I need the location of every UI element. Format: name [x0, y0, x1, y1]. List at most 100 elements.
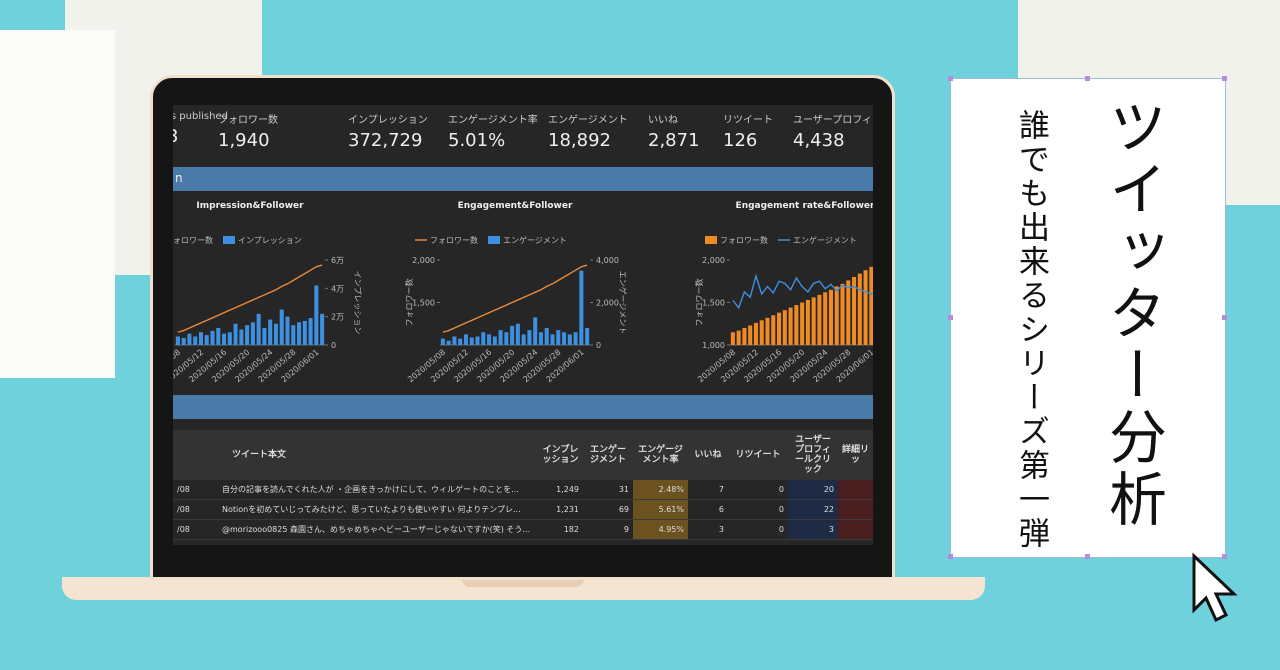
screen: ts published3フォロワー数1,940インプレッション372,729エ…	[173, 105, 873, 545]
tweet-table: ツイート本文 インプレッション エンゲージメント エンゲージメント率 いいね リツイートユ…	[173, 430, 873, 540]
table-cell: 自分の記事を読んでくれた人が ・企画をきっかけにして、ウィルゲートのことを...	[218, 480, 538, 500]
tick-label: 2,000	[702, 256, 725, 265]
kpi-value: 4,438	[793, 130, 845, 151]
bar	[527, 330, 532, 345]
bar	[245, 325, 250, 345]
bar	[250, 322, 255, 345]
bar	[187, 333, 192, 345]
tick-label: 6万	[331, 256, 344, 265]
handle	[948, 315, 953, 320]
handle	[948, 554, 953, 559]
bar	[573, 332, 578, 345]
bar	[204, 335, 209, 345]
table-row: /08 Notionを初めていじってみたけど、思っていたよりも使いやすい 何よりテ…	[173, 499, 873, 520]
header-cell: ユーザープロフィールクリック	[788, 430, 838, 480]
chart-title: Engagement&Follower	[458, 201, 573, 211]
bar	[446, 340, 451, 345]
bar	[239, 329, 244, 345]
tick-label: 1,000	[702, 341, 725, 350]
kpi-value: 1,940	[218, 130, 270, 151]
bar	[579, 270, 584, 345]
bar	[279, 309, 284, 345]
kpi: ts published 3	[173, 111, 228, 147]
legend-label: フォロワー数	[720, 235, 768, 245]
kpi-label: リツイート	[723, 115, 773, 126]
table-cell	[838, 499, 873, 520]
bar	[788, 307, 793, 345]
table-cell: @morizooo0825 森園さん、めちゃめちゃヘビーユーザーじゃないですか(…	[218, 519, 538, 540]
bar	[765, 317, 770, 345]
bar	[817, 294, 822, 345]
line	[177, 264, 323, 333]
bar	[515, 323, 520, 345]
kpi-label: フォロワー数	[218, 115, 278, 126]
table-row: /08 自分の記事を読んでくれた人が ・企画をきっかけにして、ウィルゲートのことを…	[173, 480, 873, 500]
kpi: フォロワー数 1,940	[218, 111, 278, 151]
section-title: n	[175, 171, 183, 185]
legend-label: エンゲージメント	[503, 235, 567, 245]
bar	[852, 277, 857, 345]
table-cell: 1,231	[538, 499, 583, 520]
table-cell: /08	[173, 499, 218, 520]
table-cell: 2.48%	[633, 480, 688, 500]
bar	[463, 334, 468, 345]
table-cell: 1,249	[538, 480, 583, 500]
header-cell: ツイート本文	[218, 430, 538, 480]
table-cell: 7	[688, 480, 728, 500]
bar	[736, 330, 741, 345]
table-cell: 6	[688, 499, 728, 520]
table-cell: /08	[173, 519, 218, 540]
bar	[222, 333, 227, 345]
tick-label: 1,500	[412, 299, 435, 308]
handle	[1222, 315, 1227, 320]
bar	[481, 332, 486, 345]
bar	[268, 319, 273, 345]
bar	[538, 332, 543, 345]
kpi-label: ユーザープロフィ	[793, 115, 872, 126]
bar	[227, 332, 232, 345]
table-cell: 3	[788, 519, 838, 540]
kpi: エンゲージメント 18,892	[548, 111, 628, 151]
bar	[440, 338, 445, 345]
tick-label: 1,500	[702, 299, 725, 308]
header-cell	[173, 430, 218, 480]
bar	[846, 280, 851, 345]
kpi: いいね 2,871	[648, 111, 700, 151]
bar	[210, 330, 215, 345]
tick-label: 2,000	[596, 299, 619, 308]
bar	[742, 328, 747, 345]
legend-label: フォロワー数	[173, 235, 213, 245]
cursor	[1192, 552, 1238, 623]
kpi: ユーザープロフィ 4,438	[793, 111, 872, 151]
handle	[1222, 554, 1227, 559]
kpi-label: エンゲージメント率	[448, 115, 538, 126]
bar	[544, 328, 549, 345]
tick-label: 4万	[331, 284, 344, 293]
bar	[216, 328, 221, 345]
bar	[521, 334, 526, 345]
bar	[469, 337, 474, 345]
panel	[0, 30, 115, 378]
bar	[492, 336, 497, 345]
axis-title: インプレッション	[353, 271, 362, 335]
handle	[1085, 76, 1090, 81]
kpi-label: ts published	[173, 111, 228, 122]
kpi: リツイート 126	[723, 111, 773, 151]
bar	[834, 286, 839, 345]
kpi-label: インプレッション	[348, 115, 428, 126]
table-cell: 4.95%	[633, 519, 688, 540]
legend-label: エンゲージメント	[793, 235, 857, 245]
bar	[452, 336, 457, 345]
table-cell: 69	[583, 499, 633, 520]
line	[732, 273, 873, 310]
kpi-value: 3	[173, 126, 228, 147]
kpi-value: 126	[723, 130, 758, 151]
chart-title: Engagement rate&Follower	[736, 201, 873, 211]
legend-swatch	[223, 236, 235, 244]
card-subtitle: 誰でも出来るシリーズ第一弾	[1013, 109, 1049, 551]
table-cell	[838, 519, 873, 540]
bar	[291, 325, 296, 345]
legend-swatch	[705, 236, 717, 244]
bar	[777, 312, 782, 345]
kpi-value: 18,892	[548, 130, 611, 151]
